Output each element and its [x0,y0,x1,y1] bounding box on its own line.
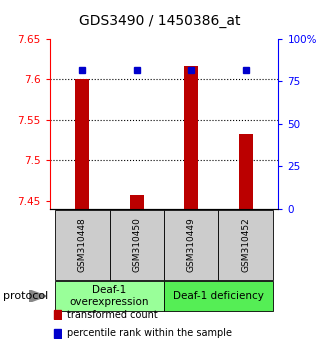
Text: Deaf-1
overexpression: Deaf-1 overexpression [70,285,149,307]
Bar [54,310,61,319]
Text: GSM310450: GSM310450 [132,217,141,273]
Bar [239,135,252,209]
Bar [130,195,144,209]
Bar [55,281,164,311]
Text: GSM310448: GSM310448 [78,218,87,272]
Text: Deaf-1 deficiency: Deaf-1 deficiency [173,291,264,301]
Bar [54,329,61,338]
Bar [55,210,109,280]
Bar [76,79,89,209]
Bar [184,65,198,209]
Bar [164,281,273,311]
Text: GSM310452: GSM310452 [241,218,250,272]
Text: GDS3490 / 1450386_at: GDS3490 / 1450386_at [79,14,241,28]
Bar [219,210,273,280]
Bar [164,210,219,280]
Text: percentile rank within the sample: percentile rank within the sample [67,328,232,338]
Text: transformed count: transformed count [67,310,158,320]
Text: protocol: protocol [3,291,48,301]
Polygon shape [29,290,46,302]
Text: GSM310449: GSM310449 [187,218,196,272]
Bar [109,210,164,280]
